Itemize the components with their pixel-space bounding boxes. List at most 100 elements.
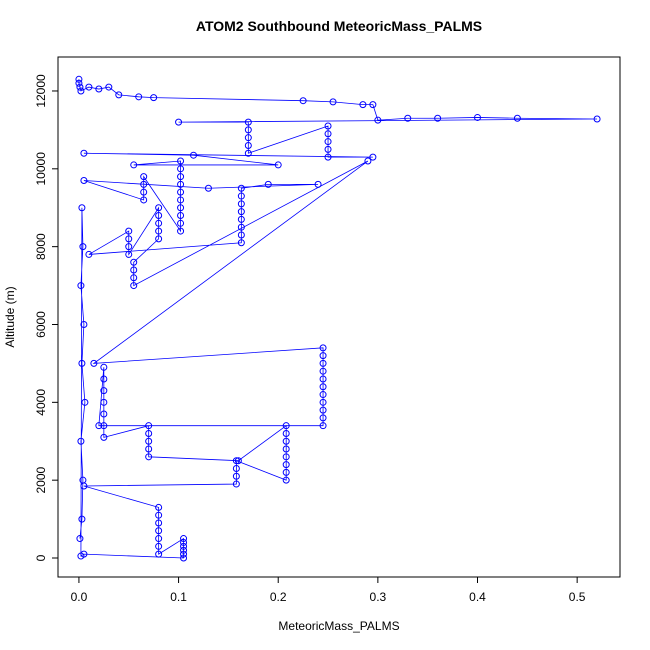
y-tick-label: 8000 xyxy=(34,233,48,260)
data-point xyxy=(177,212,185,220)
data-point xyxy=(79,243,87,251)
data-point xyxy=(237,239,245,247)
data-point xyxy=(130,282,138,290)
y-tick-label: 0 xyxy=(34,554,48,561)
data-point xyxy=(237,200,245,208)
data-point xyxy=(319,375,327,383)
data-point xyxy=(319,391,327,399)
data-point xyxy=(155,519,163,527)
data-point xyxy=(369,101,377,109)
data-point xyxy=(180,550,188,558)
data-point xyxy=(364,157,372,165)
data-point xyxy=(319,367,327,375)
data-point xyxy=(180,546,188,554)
data-point xyxy=(324,130,332,138)
data-point xyxy=(80,176,88,184)
data-point xyxy=(374,116,382,124)
data-point xyxy=(282,422,290,430)
data-point xyxy=(177,196,185,204)
data-point xyxy=(175,118,183,126)
data-point xyxy=(434,114,442,122)
data-point xyxy=(125,227,133,235)
data-point xyxy=(237,184,245,192)
data-point xyxy=(177,219,185,227)
plot-frame xyxy=(57,56,621,578)
data-point xyxy=(150,94,158,102)
data-point xyxy=(140,173,148,181)
x-tick-label: 0.0 xyxy=(71,590,88,604)
data-point xyxy=(145,429,153,437)
data-point xyxy=(145,437,153,445)
data-point xyxy=(232,472,240,480)
data-point xyxy=(155,219,163,227)
data-point xyxy=(232,480,240,488)
data-point xyxy=(80,149,88,157)
data-point xyxy=(282,476,290,484)
data-point xyxy=(237,215,245,223)
data-point xyxy=(77,282,85,290)
data-point xyxy=(177,188,185,196)
data-point xyxy=(204,184,212,192)
y-axis-label: Altitude (m) xyxy=(3,286,17,347)
data-point xyxy=(237,231,245,239)
data-point xyxy=(130,258,138,266)
data-point xyxy=(130,266,138,274)
data-point xyxy=(100,387,108,395)
data-point xyxy=(155,212,163,220)
data-point xyxy=(140,180,148,188)
data-point xyxy=(244,134,252,142)
data-point xyxy=(319,414,327,422)
data-point xyxy=(135,93,143,101)
data-point xyxy=(130,161,138,169)
data-point xyxy=(180,538,188,546)
data-point xyxy=(324,153,332,161)
data-point xyxy=(232,457,240,465)
data-point xyxy=(155,235,163,243)
data-point xyxy=(90,359,98,367)
data-point xyxy=(237,223,245,231)
data-point xyxy=(77,87,85,95)
data-point xyxy=(369,153,377,161)
data-point xyxy=(140,196,148,204)
data-point xyxy=(100,422,108,430)
data-point xyxy=(155,535,163,543)
data-point xyxy=(244,126,252,134)
data-point xyxy=(78,359,86,367)
data-point xyxy=(140,188,148,196)
chart-title: ATOM2 Southbound MeteoricMass_PALMS xyxy=(196,18,482,34)
data-point xyxy=(319,383,327,391)
x-tick-label: 0.3 xyxy=(370,590,387,604)
data-point xyxy=(145,445,153,453)
data-point xyxy=(513,114,521,122)
data-point xyxy=(329,98,337,106)
data-point xyxy=(244,141,252,149)
data-point xyxy=(125,235,133,243)
data-point xyxy=(85,83,93,91)
data-point xyxy=(324,138,332,146)
y-tick-label: 2000 xyxy=(34,466,48,493)
data-point xyxy=(155,204,163,212)
data-point xyxy=(244,149,252,157)
data-point xyxy=(190,151,198,159)
data-point xyxy=(155,503,163,511)
y-tick-label: 12000 xyxy=(34,74,48,108)
y-tick-label: 6000 xyxy=(34,311,48,338)
data-point xyxy=(282,468,290,476)
x-tick-label: 0.2 xyxy=(270,590,287,604)
data-point xyxy=(177,165,185,173)
data-point xyxy=(81,398,89,406)
data-point xyxy=(234,457,242,465)
data-point xyxy=(282,437,290,445)
data-point xyxy=(180,542,188,550)
data-point xyxy=(324,145,332,153)
y-tick-label: 4000 xyxy=(34,389,48,416)
data-point xyxy=(319,344,327,352)
data-point xyxy=(319,352,327,360)
data-point xyxy=(274,161,282,169)
data-point xyxy=(100,375,108,383)
data-point xyxy=(177,157,185,165)
data-point xyxy=(76,83,84,91)
data-point xyxy=(95,85,103,93)
data-point xyxy=(125,243,133,251)
